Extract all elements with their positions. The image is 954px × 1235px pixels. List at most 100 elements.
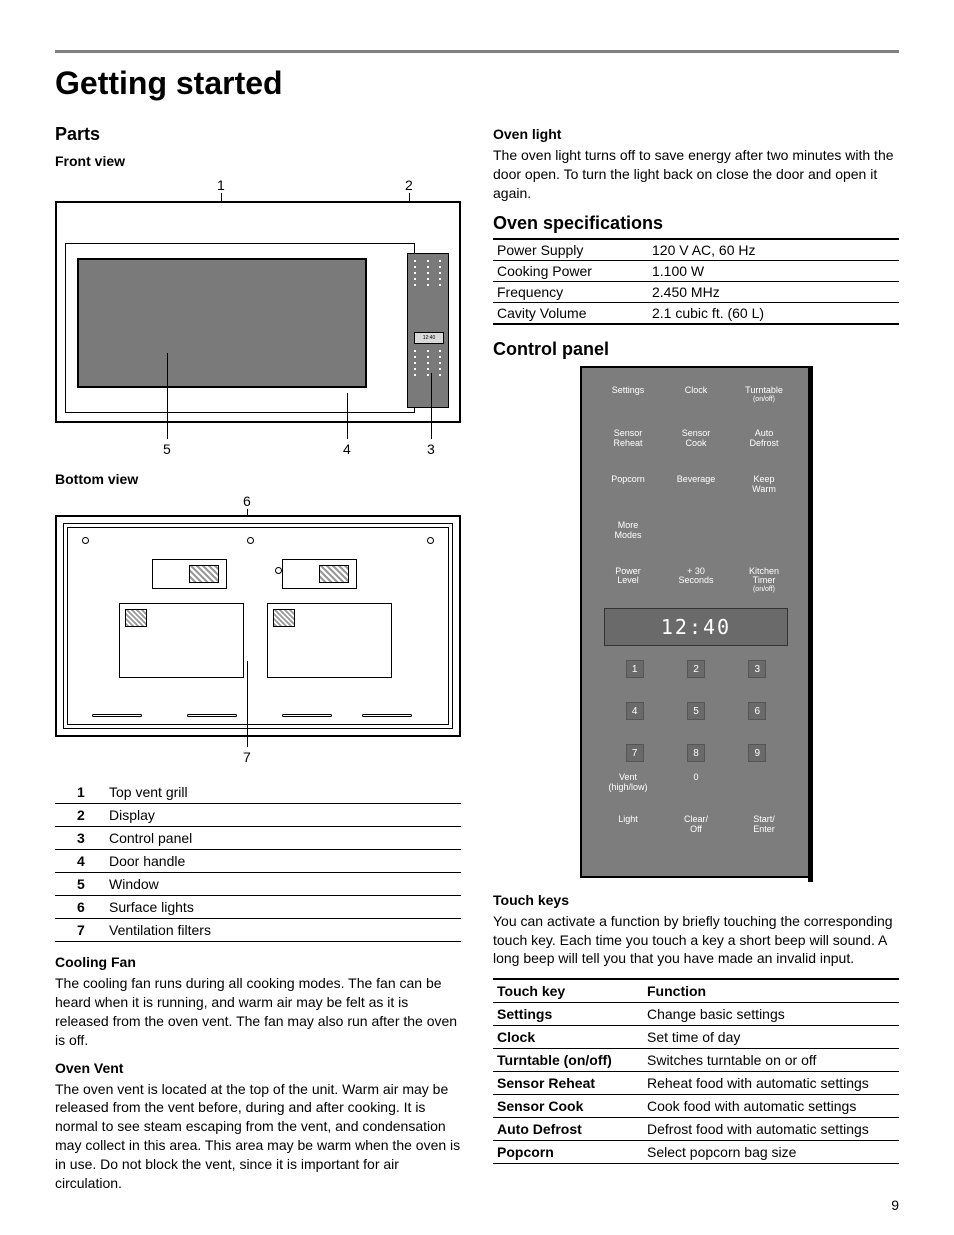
part-label: Display [103,804,461,827]
panel-number-key: 2 [687,660,705,678]
table-row: PopcornSelect popcorn bag size [493,1141,899,1164]
part-number: 2 [55,804,103,827]
table-row: 4Door handle [55,850,461,873]
touch-key-name: Settings [493,1003,643,1026]
hatch-icon [125,609,147,627]
oven-vent-heading: Oven Vent [55,1060,461,1076]
slot-icon [282,714,332,717]
oven-spec-heading: Oven specifications [493,213,899,234]
panel-number-key: 5 [687,702,705,720]
bottom-outline [55,515,461,737]
col-header: Touch key [493,979,643,1003]
part-number: 3 [55,827,103,850]
hatch-icon [189,565,219,583]
panel-key: PowerLevel [594,567,662,594]
touch-key-function: Reheat food with automatic settings [643,1072,899,1095]
touch-key-function: Change basic settings [643,1003,899,1026]
panel-key: 0 [662,772,730,792]
cooling-fan-heading: Cooling Fan [55,954,461,970]
hatch-icon [273,609,295,627]
panel-key: Turntable(on/off) [730,386,798,404]
panel-key: Light [594,814,662,834]
callout-4: 4 [343,441,351,457]
microwave-outline: 12:40 [55,201,461,423]
oven-light-heading: Oven light [493,126,899,142]
table-row: Frequency2.450 MHz [493,281,899,302]
spec-value: 1.100 W [648,260,899,281]
table-row: Sensor ReheatReheat food with automatic … [493,1072,899,1095]
left-column: Parts Front view 1 2 12:40 [55,118,461,1203]
spec-key: Power Supply [493,239,648,261]
top-rule [55,50,899,53]
spec-table: Power Supply120 V AC, 60 HzCooking Power… [493,238,899,325]
panel-number-key: 7 [626,744,644,762]
panel-number-key: 4 [626,702,644,720]
slot-icon [92,714,142,717]
spec-key: Frequency [493,281,648,302]
touch-key-name: Auto Defrost [493,1118,643,1141]
table-row: Sensor CookCook food with automatic sett… [493,1095,899,1118]
part-number: 5 [55,873,103,896]
table-row: SettingsChange basic settings [493,1003,899,1026]
callout-5: 5 [163,441,171,457]
callout-7: 7 [243,749,251,765]
cooling-fan-text: The cooling fan runs during all cooking … [55,974,461,1050]
panel-key: Clear/Off [662,814,730,834]
mini-display: 12:40 [414,332,444,344]
callout-6: 6 [243,493,251,509]
part-label: Door handle [103,850,461,873]
panel-key: + 30Seconds [662,567,730,594]
panel-number-key: 1 [626,660,644,678]
screw-icon [247,537,254,544]
panel-key: Start/Enter [730,814,798,834]
panel-display: 12:40 [604,608,788,646]
touch-key-function: Set time of day [643,1026,899,1049]
callout-line [347,393,348,439]
screw-icon [82,537,89,544]
panel-key: SensorCook [662,429,730,449]
touch-key-name: Sensor Reheat [493,1072,643,1095]
spec-key: Cavity Volume [493,302,648,324]
parts-list-table: 1Top vent grill2Display3Control panel4Do… [55,781,461,942]
bottom-view-diagram: 6 7 [55,491,461,771]
two-column-layout: Parts Front view 1 2 12:40 [55,118,899,1203]
table-row: 7Ventilation filters [55,919,461,942]
table-row: 6Surface lights [55,896,461,919]
panel-key: Vent(high/low) [594,772,662,792]
table-row: Turntable (on/off)Switches turntable on … [493,1049,899,1072]
callout-line [167,353,168,439]
col-header: Function [643,979,899,1003]
table-row: Auto DefrostDefrost food with automatic … [493,1118,899,1141]
panel-key [730,772,798,792]
touch-key-function: Switches turntable on or off [643,1049,899,1072]
oven-vent-text: The oven vent is located at the top of t… [55,1080,461,1193]
table-row: 1Top vent grill [55,781,461,804]
panel-number-key: 8 [687,744,705,762]
table-row: 3Control panel [55,827,461,850]
part-number: 6 [55,896,103,919]
part-label: Control panel [103,827,461,850]
touch-key-name: Turntable (on/off) [493,1049,643,1072]
table-row: 2Display [55,804,461,827]
part-number: 4 [55,850,103,873]
front-view-diagram: 1 2 12:40 [55,173,461,463]
table-row: ClockSet time of day [493,1026,899,1049]
part-number: 1 [55,781,103,804]
part-label: Window [103,873,461,896]
screw-icon [427,537,434,544]
panel-key: MoreModes [594,521,662,541]
panel-key: KeepWarm [730,475,798,495]
control-panel: SettingsClockTurntable(on/off)SensorRehe… [580,366,812,878]
callout-line [431,373,432,439]
touch-key-name: Popcorn [493,1141,643,1164]
front-view-label: Front view [55,153,461,169]
parts-heading: Parts [55,124,461,145]
callout-2: 2 [405,177,413,193]
touch-key-function: Select popcorn bag size [643,1141,899,1164]
spec-value: 2.1 cubic ft. (60 L) [648,302,899,324]
panel-key: AutoDefrost [730,429,798,449]
touch-key-name: Sensor Cook [493,1095,643,1118]
panel-key: KitchenTimer(on/off) [730,567,798,594]
touch-keys-heading: Touch keys [493,892,899,908]
touch-keys-text: You can activate a function by briefly t… [493,912,899,969]
